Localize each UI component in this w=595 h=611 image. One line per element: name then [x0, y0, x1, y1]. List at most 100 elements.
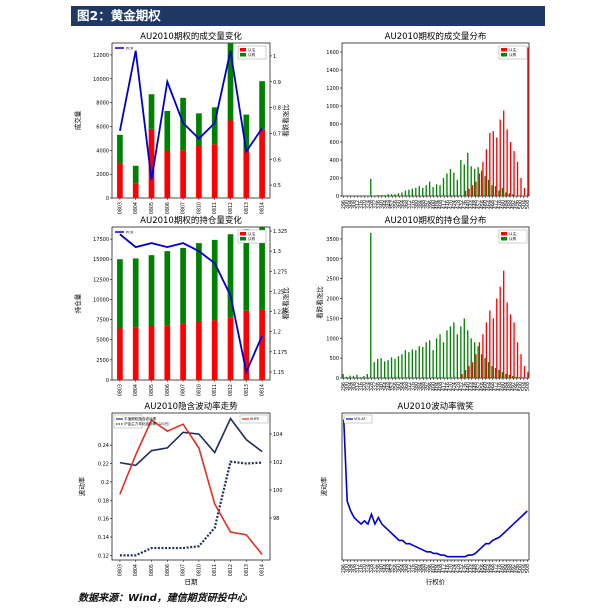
bar-call	[435, 338, 438, 378]
x-axis-tick-label: 336	[376, 200, 382, 209]
x-axis-tick-label: 364	[400, 200, 406, 209]
x-axis-tick-label: 384	[417, 200, 423, 209]
bar-put	[471, 362, 474, 378]
bar-call	[491, 366, 493, 378]
x-axis-tick-label: 316	[359, 564, 365, 573]
bar-call	[132, 258, 139, 328]
y-axis-label: 看跌看涨比	[315, 286, 324, 319]
x-axis-tick-label: 508	[525, 564, 531, 573]
bar-put	[492, 318, 494, 378]
x-axis-tick-label: 344	[383, 200, 389, 209]
x-axis-tick-label: 472	[494, 200, 500, 209]
y2-axis-tick-label: 0.8	[273, 106, 281, 112]
bar-call	[211, 107, 218, 145]
bar-call	[508, 193, 510, 196]
bar-put	[227, 120, 234, 198]
x-axis-tick-label: 396	[428, 564, 434, 573]
chart-title: AU2010期权的持仓量分布	[385, 215, 487, 226]
chart-oi-change: AU2010期权的持仓量变化 0 2500 5000 7500 10000 12500 150…	[72, 212, 310, 402]
x-axis-tick-label: 484	[504, 564, 510, 573]
x-axis-tick-label: 368	[404, 200, 410, 209]
bar-call	[477, 167, 479, 196]
x-axis-tick-label: 448	[473, 382, 479, 391]
x-axis-tick-label: 348	[386, 564, 392, 573]
x-axis-tick-label: 432	[459, 382, 465, 391]
x-axis-tick-label: 344	[383, 564, 389, 573]
bar-call	[446, 330, 448, 378]
x-axis-tick-label: 320	[362, 382, 368, 391]
legend-frame	[239, 414, 269, 424]
x-axis-tick-label: 488	[507, 200, 513, 209]
y-axis-tick-label: 0	[106, 196, 109, 202]
bar-call	[373, 362, 375, 378]
x-axis-tick-label: 456	[480, 200, 486, 209]
bar-put	[503, 110, 505, 196]
x-axis-tick-label: 468	[490, 564, 496, 573]
x-axis-tick-label: 356	[393, 382, 399, 391]
bar-call	[449, 169, 452, 196]
x-axis-tick-label: 436	[462, 200, 468, 209]
legend-swatch	[240, 53, 246, 57]
x-axis-tick-label: 368	[404, 382, 410, 391]
legend-label: 认沽	[509, 47, 517, 52]
y-axis-tick-label: 15000	[93, 257, 109, 263]
legend-label: 认购	[509, 236, 517, 241]
bar-call	[404, 190, 407, 196]
bar-put	[506, 302, 508, 378]
x-axis-tick-label: 376	[410, 564, 416, 573]
y-axis-tick-label: 4000	[96, 148, 109, 154]
x-axis-tick-label: 332	[372, 200, 378, 209]
bar-call	[397, 356, 400, 378]
x-axis-tick-label: 452	[476, 200, 482, 209]
x-axis-tick-label: 480	[501, 564, 507, 573]
bar-call	[474, 342, 476, 378]
bar-put	[117, 163, 123, 198]
x-axis-tick-label: 480	[501, 382, 507, 391]
legend: SHFE	[239, 414, 269, 424]
bar-call	[418, 186, 420, 196]
bar-call	[474, 169, 476, 196]
bar-put	[132, 327, 139, 380]
bar-put	[478, 342, 481, 378]
x-axis-tick-label: 380	[414, 200, 420, 209]
bar-put	[513, 322, 515, 378]
y-axis-tick-label: 400	[329, 158, 339, 164]
x-axis-tick-label: 420	[449, 564, 455, 573]
x-axis-tick-label: 340	[379, 382, 385, 391]
x-axis-tick-label: 440	[466, 564, 472, 573]
x-axis-tick-label: 472	[494, 564, 500, 573]
plot-area	[341, 42, 530, 197]
x-axis-tick-label: 436	[462, 564, 468, 573]
x-axis-tick-label: 0803	[117, 202, 123, 214]
bar-call	[442, 342, 445, 378]
x-axis-tick-label: 404	[435, 564, 441, 573]
bar-call	[463, 318, 465, 378]
x-axis-tick-label: 492	[511, 200, 517, 209]
x-axis-tick-label: 0810	[196, 564, 202, 576]
bar-call	[411, 188, 413, 196]
legend-pcr: PCR	[115, 231, 134, 235]
y2-axis-tick-label: 0.7	[273, 131, 281, 137]
x-axis-tick-label: 0813	[244, 564, 250, 576]
y-axis-tick-label: 0	[336, 376, 339, 382]
y-axis-tick-label: 0.22	[98, 462, 109, 468]
legend-label: 认沽	[248, 231, 256, 236]
x-axis-tick-label: 444	[469, 200, 475, 209]
y-axis-tick-label: 7500	[96, 318, 109, 324]
legend-pcr: PCR	[115, 47, 134, 51]
y2-axis-label: 看跌看涨比	[281, 104, 290, 137]
y-axis-tick-label: 0.12	[98, 553, 109, 559]
x-axis-tick-label: 508	[525, 382, 531, 391]
bar-call	[487, 179, 490, 196]
chart-title: AU2010期权的成交量分布	[385, 31, 487, 42]
bar-put	[196, 145, 202, 198]
x-axis-tick-label: 0811	[212, 384, 218, 396]
x-axis-tick-label: 328	[369, 200, 375, 209]
bar-call	[377, 195, 379, 196]
bar-call	[345, 376, 348, 378]
bar-call	[390, 357, 393, 378]
x-axis-tick-label: 392	[424, 200, 430, 209]
x-axis-tick-label: 496	[514, 382, 520, 391]
x-axis-tick-label: 312	[355, 382, 361, 391]
x-axis-tick-label: 400	[431, 200, 437, 209]
